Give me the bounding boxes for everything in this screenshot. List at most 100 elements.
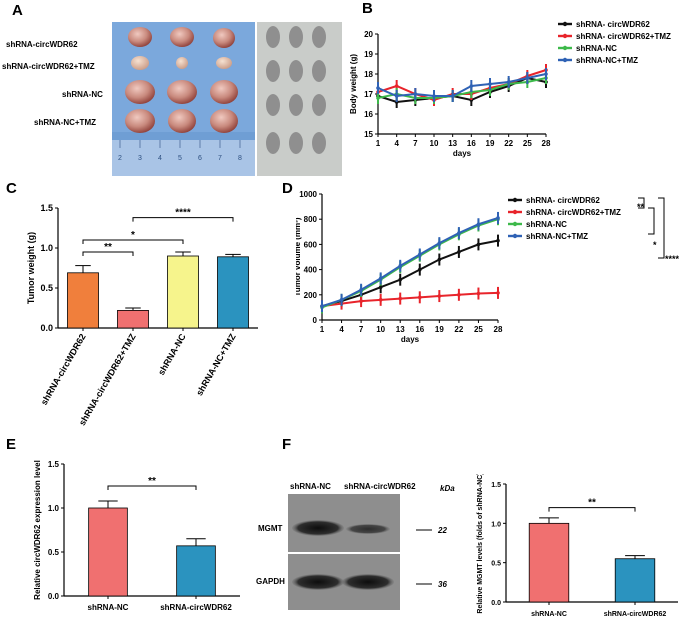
legend-label: shRNA- circWDR62 xyxy=(526,196,600,205)
panel-label-d: D xyxy=(282,180,293,197)
significance-bracket xyxy=(548,507,636,512)
chart-tumor-weight: 0.0 0.5 1.0 1.5 shRNA-circWDR62shRNA-circWDR… xyxy=(26,203,258,427)
y-tick-label: 1.5 xyxy=(491,482,501,489)
data-point xyxy=(506,80,511,84)
data-point xyxy=(476,222,481,227)
y-tick-label: 1000 xyxy=(299,190,317,199)
y-tick-label: 1.0 xyxy=(48,504,60,513)
legend-marker xyxy=(512,209,518,215)
data-point xyxy=(359,299,363,303)
tumors xyxy=(125,27,238,133)
western-blot: 22 36 xyxy=(288,494,447,610)
data-point xyxy=(496,291,500,295)
ruler-number: 6 xyxy=(198,155,202,162)
chart-tumor-volume: 0 200 400 600 800 1000 1 4 7 10 13 16 19 22 25 28 days Tu… xyxy=(296,190,680,344)
legend-label: shRNA-NC+TMZ xyxy=(576,56,638,65)
bar xyxy=(67,272,99,329)
y-axis-label: Tumor weight (g) xyxy=(26,232,36,304)
y-tick-label: 17 xyxy=(364,90,373,99)
data-point xyxy=(378,276,383,281)
bar xyxy=(217,256,249,329)
panel-label-b: B xyxy=(362,0,373,17)
significance-label: ** xyxy=(104,242,112,253)
data-point xyxy=(525,76,530,80)
legend-label: shRNA-NC+TMZ xyxy=(526,232,588,241)
x-tick-label: 4 xyxy=(394,139,399,148)
bar xyxy=(88,507,128,597)
data-point xyxy=(359,287,363,292)
data-point xyxy=(437,294,442,298)
significance-label: **** xyxy=(665,254,680,264)
x-tick-label: 28 xyxy=(494,325,503,334)
y-tick-label: 0.0 xyxy=(48,592,60,601)
data-point xyxy=(417,295,422,300)
band-mgmt-circwdr62 xyxy=(346,524,390,534)
ruler-numbers: 2 3 4 5 6 7 8 xyxy=(118,155,242,162)
y-tick-label: 1.0 xyxy=(491,521,501,528)
x-tick-label: 7 xyxy=(413,139,418,148)
legend-marker xyxy=(512,221,518,227)
ruler-number: 5 xyxy=(178,155,182,162)
x-tick-label: shRNA-circWDR62 xyxy=(39,332,88,407)
kda-label: kDa xyxy=(440,484,455,493)
significance-bracket xyxy=(82,251,134,256)
data-point xyxy=(378,285,383,290)
significance-bracket xyxy=(82,239,184,244)
legend-marker xyxy=(562,57,568,63)
y-tick-label: 1.5 xyxy=(40,203,53,213)
y-tick-label: 1.5 xyxy=(48,460,60,469)
bar xyxy=(528,522,570,603)
panel-label-a: A xyxy=(12,2,23,19)
data-point xyxy=(394,94,399,98)
row-label-nc: shRNA-NC xyxy=(62,90,103,99)
series-line xyxy=(321,216,499,308)
ruler-number: 4 xyxy=(158,155,162,162)
data-point xyxy=(457,293,461,297)
legend-label: shRNA- circWDR62+TMZ xyxy=(576,32,671,41)
data-point xyxy=(376,86,380,90)
y-tick-label: 16 xyxy=(364,110,373,119)
legend-marker xyxy=(562,45,568,51)
data-point xyxy=(398,277,403,282)
x-axis-label: days xyxy=(401,335,420,344)
legend-label: shRNA-NC xyxy=(526,220,567,229)
data-point xyxy=(496,238,500,243)
significance-bracket xyxy=(658,197,665,259)
y-tick-label: 0.0 xyxy=(491,600,501,607)
x-tick-label: 7 xyxy=(359,325,364,334)
x-tick-label: 13 xyxy=(448,139,457,148)
data-point xyxy=(417,252,422,257)
x-tick-label: 4 xyxy=(339,325,344,334)
significance-bracket xyxy=(132,217,234,222)
band-gapdh-nc xyxy=(292,574,344,590)
y-axis-label: Relative circWDR62 expression level xyxy=(33,460,42,600)
significance-label: ** xyxy=(637,202,645,212)
x-tick-label: 19 xyxy=(435,325,444,334)
legend-label: shRNA-NC xyxy=(576,44,617,53)
x-tick-label: shRNA-NC xyxy=(88,603,129,612)
data-point xyxy=(398,296,403,301)
legend-label: shRNA- circWDR62 xyxy=(576,20,650,29)
ruler-number: 3 xyxy=(138,155,142,162)
data-point xyxy=(417,267,422,272)
kda-36: 36 xyxy=(438,580,447,589)
band-mgmt-nc xyxy=(292,520,344,536)
blot-row-label-mgmt: MGMT xyxy=(258,524,283,533)
y-axis-label: Relative MGMT levels (folds of shRNA-NC) xyxy=(477,474,484,614)
significance-bracket xyxy=(638,197,645,209)
lane-label-nc: shRNA-NC xyxy=(290,482,331,491)
data-point xyxy=(469,84,474,88)
x-tick-label: shRNA-circWDR62 xyxy=(160,603,232,612)
significance-label: * xyxy=(653,240,657,250)
y-tick-label: 600 xyxy=(304,240,318,249)
data-point xyxy=(450,94,455,98)
significance-bracket xyxy=(648,207,655,235)
x-tick-label: 22 xyxy=(504,139,513,148)
y-tick-label: 18 xyxy=(364,70,373,79)
x-tick-label: 13 xyxy=(396,325,405,334)
significance-label: * xyxy=(131,230,135,241)
row-label-circwdr62: shRNA-circWDR62 xyxy=(6,40,78,49)
data-point xyxy=(376,96,380,100)
ruler-number: 2 xyxy=(118,155,122,162)
row-label-nc-tmz: shRNA-NC+TMZ xyxy=(34,118,96,127)
